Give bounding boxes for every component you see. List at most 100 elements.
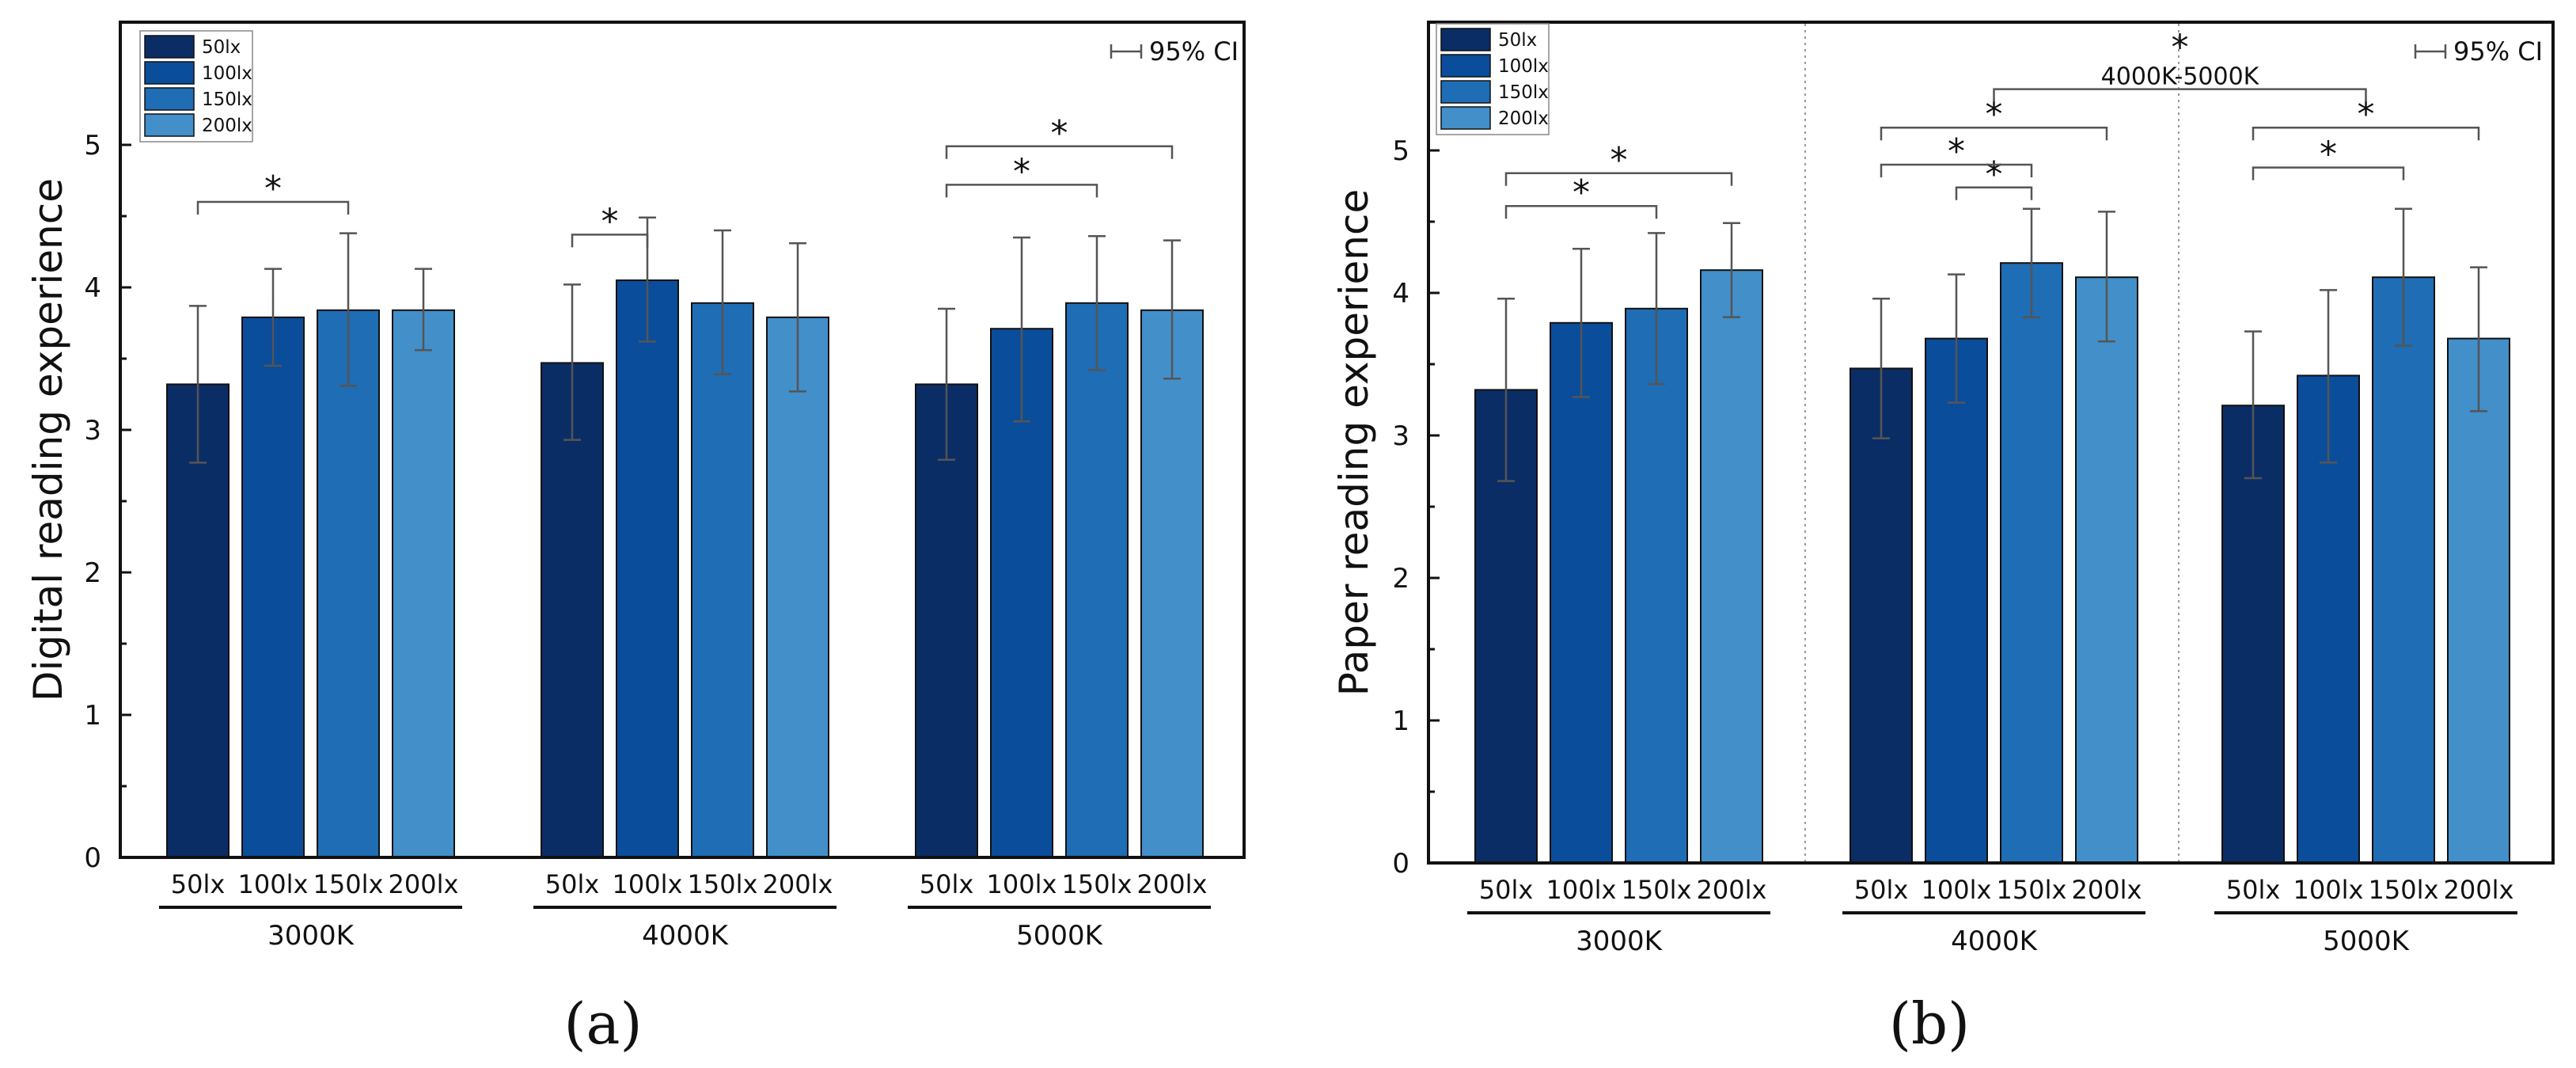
x-tick-label: 50lx xyxy=(1854,875,1909,905)
x-tick-label: 100lx xyxy=(238,869,309,899)
bar xyxy=(2221,405,2285,864)
legend-swatch xyxy=(1440,54,1491,78)
x-tick-label: 200lx xyxy=(2444,875,2514,905)
y-tick-label: 2 xyxy=(1392,563,1409,595)
significance-star: * xyxy=(2358,94,2375,135)
bar xyxy=(915,383,978,858)
significance-bracket xyxy=(1955,186,2033,200)
x-tick-label: 100lx xyxy=(613,869,683,899)
group-significance-star: * xyxy=(2172,28,2189,68)
x-tick-label: 50lx xyxy=(545,869,600,899)
group-label: 3000K xyxy=(1576,925,1664,957)
legend: 50lx 100lx 150lx 200lx xyxy=(139,30,253,143)
significance-bracket xyxy=(945,184,1098,198)
bar xyxy=(2075,276,2138,864)
x-tick-label: 100lx xyxy=(2293,875,2364,905)
x-tick-label: 150lx xyxy=(1997,875,2067,905)
x-tick-label: 50lx xyxy=(2226,875,2281,905)
y-tick-label: 4 xyxy=(84,272,101,304)
significance-star: * xyxy=(2320,135,2337,175)
y-tick-label: 3 xyxy=(1392,420,1409,452)
significance-star: * xyxy=(601,201,619,241)
legend-label: 50lx xyxy=(1498,30,1537,51)
significance-bracket xyxy=(945,145,1174,159)
panel-a: 0 1 2 3 4 5 Digital reading experience 50lx 100l… xyxy=(25,21,1246,1057)
significance-bracket xyxy=(2252,126,2480,141)
group-label: 4000K xyxy=(1951,925,2039,957)
x-tick-label: 200lx xyxy=(2072,875,2142,905)
x-tick-label: 100lx xyxy=(1546,875,1617,905)
bar xyxy=(2372,276,2435,864)
bar xyxy=(2447,337,2510,865)
bar xyxy=(1625,307,1688,864)
significance-star: * xyxy=(264,169,282,209)
y-tick-label: 1 xyxy=(84,700,101,732)
legend-label: 150lx xyxy=(1498,82,1549,103)
significance-star: * xyxy=(1948,131,1965,172)
group-label: 5000K xyxy=(1016,920,1104,952)
x-tick-label: 150lx xyxy=(1062,869,1132,899)
x-tick-label: 200lx xyxy=(1697,875,1767,905)
legend-swatch xyxy=(1440,106,1491,130)
y-axis-label: Digital reading experience xyxy=(25,178,71,701)
legend-swatch xyxy=(144,87,195,111)
bar xyxy=(2000,262,2063,864)
significance-bracket xyxy=(1880,163,2033,177)
bar xyxy=(766,316,829,858)
significance-star: * xyxy=(1610,140,1628,181)
axes-frame xyxy=(1427,21,2555,865)
significance-star: * xyxy=(1986,154,2003,195)
x-tick-label: 150lx xyxy=(2369,875,2439,905)
legend-label: 100lx xyxy=(202,63,252,84)
bar xyxy=(1925,337,1988,865)
y-tick-label: 2 xyxy=(84,557,101,589)
significance-bracket xyxy=(1504,172,1733,186)
axes-frame xyxy=(119,21,1246,859)
x-tick-label: 100lx xyxy=(1922,875,1992,905)
x-tick-label: 150lx xyxy=(1622,875,1692,905)
legend-label: 200lx xyxy=(202,116,252,136)
significance-star: * xyxy=(1013,151,1030,192)
y-tick-label: 3 xyxy=(84,415,101,447)
ci-legend: 95% CI xyxy=(2414,36,2543,67)
x-tick-label: 100lx xyxy=(987,869,1057,899)
x-tick-label: 200lx xyxy=(763,869,833,899)
legend-swatch xyxy=(1440,80,1491,104)
group-label: 4000K xyxy=(642,920,730,952)
significance-bracket xyxy=(196,200,350,215)
legend-label: 200lx xyxy=(1498,108,1549,129)
legend: 50lx 100lx 150lx 200lx xyxy=(1436,23,1550,135)
y-tick-label: 0 xyxy=(1392,848,1409,880)
significance-star: * xyxy=(1986,94,2003,135)
significance-bracket xyxy=(571,234,649,248)
significance-bracket xyxy=(1880,126,2108,141)
x-tick-label: 150lx xyxy=(688,869,758,899)
bar xyxy=(1700,269,1763,864)
bar xyxy=(616,279,679,858)
x-tick-label: 50lx xyxy=(920,869,974,899)
significance-star: * xyxy=(1573,173,1590,213)
bar xyxy=(1065,302,1129,858)
ci-legend: 95% CI xyxy=(1110,36,1239,67)
legend-swatch xyxy=(144,61,195,85)
y-tick-label: 1 xyxy=(1392,705,1409,737)
group-significance-text: 4000K-5000K xyxy=(2101,63,2260,91)
significance-star: * xyxy=(1051,113,1068,154)
legend-label: 150lx xyxy=(202,89,252,110)
legend-label: 50lx xyxy=(202,37,241,58)
group-significance-bracket xyxy=(1993,88,2367,102)
panel-label: (a) xyxy=(563,990,642,1057)
legend-swatch xyxy=(1440,28,1491,51)
bar xyxy=(691,302,754,858)
x-tick-label: 200lx xyxy=(389,869,459,899)
group-label: 5000K xyxy=(2323,925,2411,957)
y-tick-label: 0 xyxy=(84,842,101,874)
ci-label: 95% CI xyxy=(1149,36,1239,67)
legend-label: 100lx xyxy=(1498,56,1549,77)
bar xyxy=(1550,321,1613,864)
x-tick-label: 150lx xyxy=(313,869,384,899)
panel-label: (b) xyxy=(1889,990,1970,1057)
x-tick-label: 50lx xyxy=(1479,875,1534,905)
x-tick-label: 200lx xyxy=(1137,869,1208,899)
significance-bracket xyxy=(1504,204,1658,219)
